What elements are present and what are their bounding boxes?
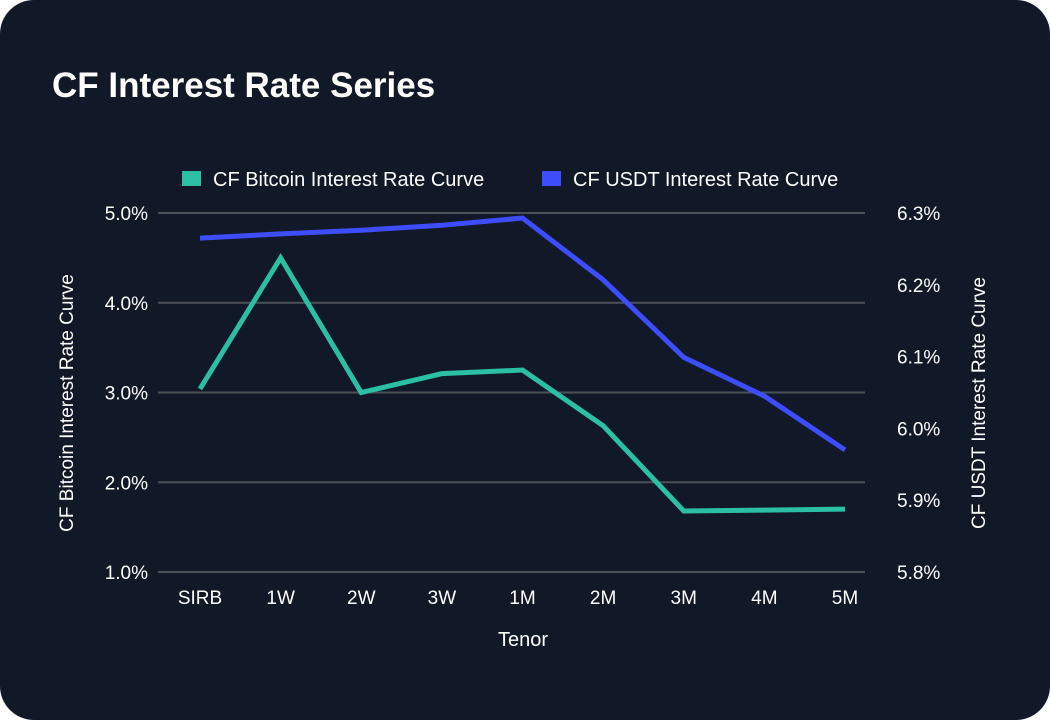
x-tick-label: 2M <box>590 588 616 609</box>
x-tick-label: 3M <box>671 588 697 609</box>
x-tick-label: 1M <box>509 588 535 609</box>
left-tick-label: 2.0% <box>105 473 148 494</box>
right-axis-label: CF USDT Interest Rate Curve <box>969 277 990 529</box>
x-tick-label: 2W <box>347 588 376 609</box>
x-axis-label: Tenor <box>498 629 548 651</box>
right-tick-label: 6.2% <box>897 276 940 297</box>
chart-title: CF Interest Rate Series <box>52 66 436 105</box>
left-tick-label: 5.0% <box>105 204 148 225</box>
left-tick-label: 1.0% <box>105 563 148 584</box>
left-tick-label: 3.0% <box>105 384 148 405</box>
legend-label: CF USDT Interest Rate Curve <box>573 169 838 191</box>
left-axis-label: CF Bitcoin Interest Rate Curve <box>57 274 78 532</box>
legend-label: CF Bitcoin Interest Rate Curve <box>213 169 484 191</box>
x-tick-label: 1W <box>266 588 295 609</box>
series-line-usdt <box>199 215 847 453</box>
right-tick-label: 5.8% <box>897 563 940 584</box>
left-tick-label: 4.0% <box>105 294 148 315</box>
x-tick-label: 5M <box>832 588 858 609</box>
right-tick-label: 5.9% <box>897 491 940 512</box>
legend-swatch <box>182 171 201 186</box>
right-tick-label: 6.0% <box>897 419 940 440</box>
x-tick-label: 4M <box>751 588 777 609</box>
legend-swatch <box>542 171 561 186</box>
series-line-bitcoin <box>197 253 846 514</box>
x-tick-label: 3W <box>428 588 457 609</box>
right-tick-label: 6.3% <box>897 204 940 225</box>
x-tick-label: SIRB <box>178 588 222 609</box>
right-tick-label: 6.1% <box>897 348 940 369</box>
